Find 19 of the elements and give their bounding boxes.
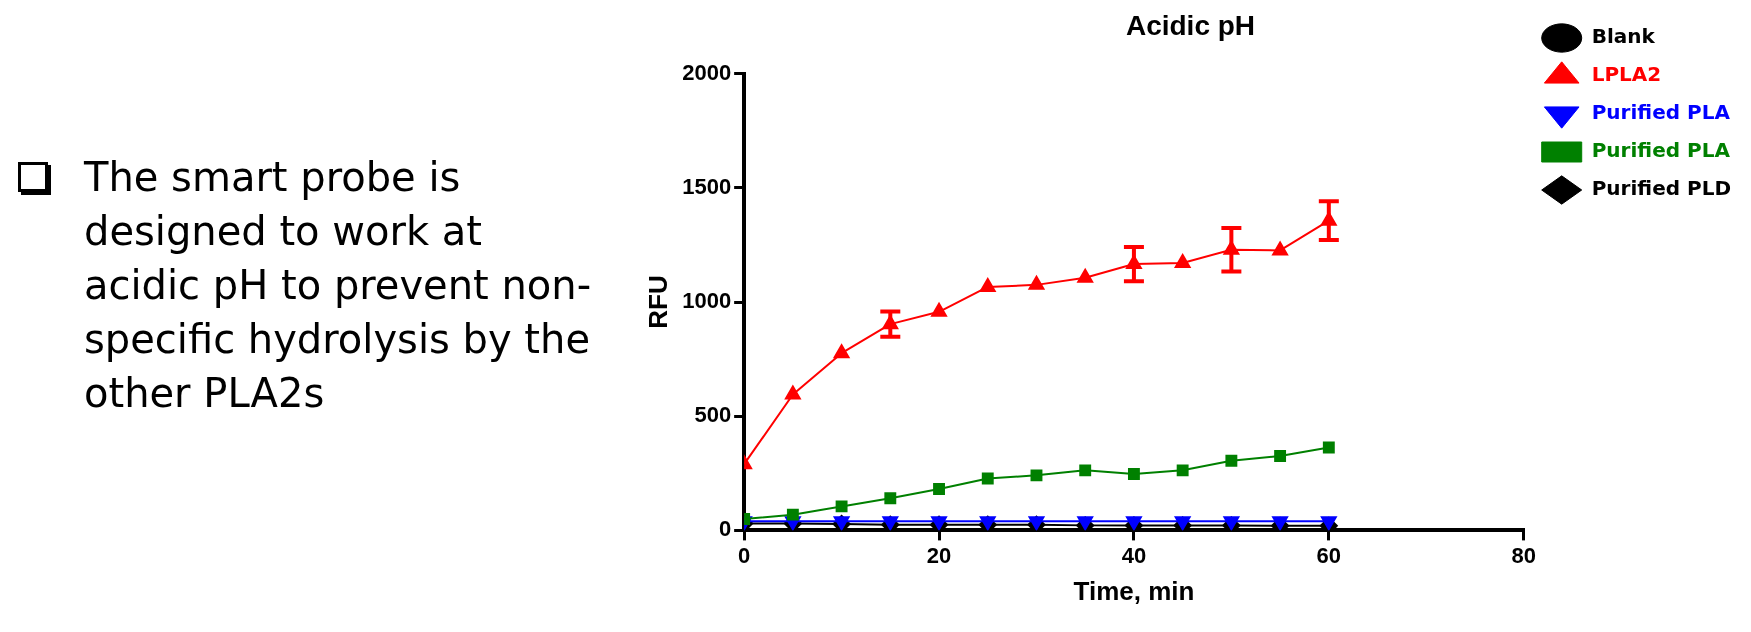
legend-label: Blank [1591, 24, 1656, 49]
x-tick-label: 80 [1511, 542, 1536, 568]
y-axis-title: RFU [642, 275, 673, 329]
legend-label: LPLA2 [1591, 62, 1662, 87]
y-tick-label: 500 [694, 402, 732, 428]
y-tick-label: 2000 [682, 59, 732, 85]
x-tick-label: 0 [738, 542, 751, 568]
y-tick-label: 0 [718, 516, 732, 542]
legend-label: Purified PLD [1591, 176, 1732, 201]
y-tick-label: 1000 [682, 288, 732, 314]
x-tick-label: 60 [1316, 542, 1342, 568]
legend-label: Purified PLA [1591, 138, 1731, 163]
legend-label: Purified PLA [1591, 100, 1731, 125]
x-tick-label: 20 [926, 542, 952, 568]
x-axis-title: Time, min [1073, 575, 1195, 606]
chart-title: Acidic pH [1125, 9, 1256, 41]
y-tick-label: 1500 [682, 173, 732, 199]
x-tick-label: 40 [1121, 542, 1147, 568]
text: The smart probe is designed to work at acidic pH to prevent non-specific hydrolysis by the other PLA2s [84, 153, 593, 418]
